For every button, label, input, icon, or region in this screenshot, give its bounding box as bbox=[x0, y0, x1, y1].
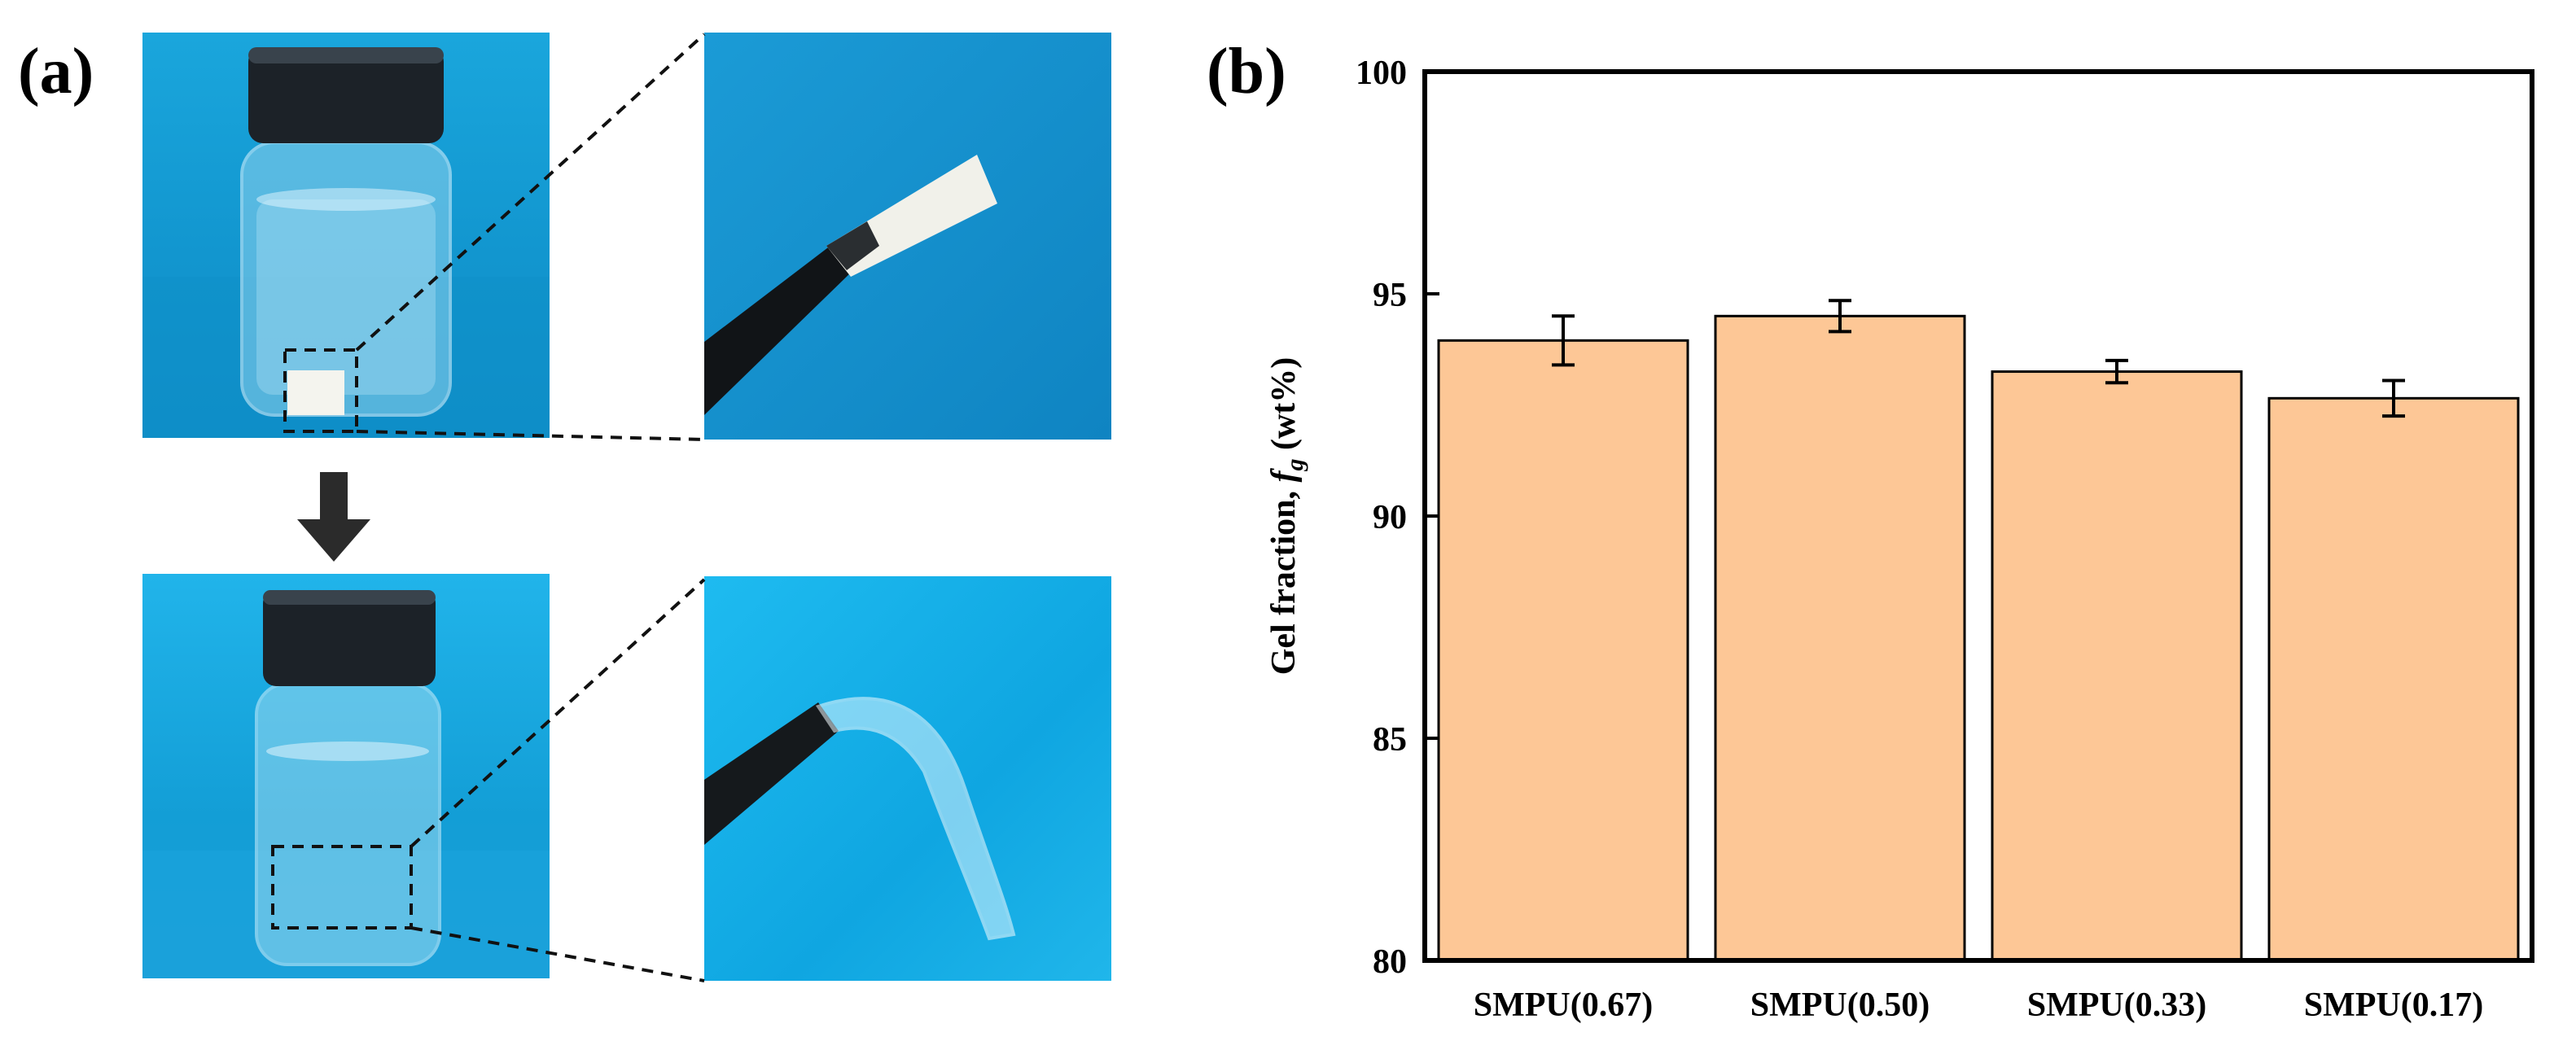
bar-2 bbox=[1714, 314, 1966, 962]
y-axis-label-symbol: f bbox=[1265, 468, 1303, 483]
bar-1 bbox=[1437, 339, 1689, 962]
panel-b-label: (b) bbox=[1207, 36, 1286, 107]
y-axis-label-subscript: g bbox=[1281, 459, 1308, 472]
x-tick-label-3: SMPU(0.33) bbox=[2027, 986, 2206, 1024]
x-tick-label-4: SMPU(0.17) bbox=[2304, 986, 2483, 1024]
y-tick-label-5: 100 bbox=[1356, 55, 1407, 92]
y-ticks-layer: 80 85 90 95 100 bbox=[1356, 55, 1439, 981]
error-bar-2 bbox=[1829, 299, 1851, 334]
error-bar-3 bbox=[2105, 358, 2128, 385]
y-axis-label-suffix: (wt%) bbox=[1265, 357, 1303, 459]
x-tick-label-2: SMPU(0.50) bbox=[1750, 986, 1930, 1024]
y-axis-label-prefix: Gel fraction, bbox=[1265, 483, 1303, 676]
errorbars-layer bbox=[1552, 299, 2405, 418]
photo-closeup-after bbox=[704, 576, 1111, 981]
bar-3 bbox=[1991, 370, 2243, 962]
bars-layer bbox=[1437, 314, 2520, 962]
x-ticks-layer: SMPU(0.67) SMPU(0.50) SMPU(0.33) SMPU(0.17) bbox=[1474, 986, 2483, 1024]
y-tick-label-3: 90 bbox=[1373, 499, 1407, 536]
y-axis-label: Gel fraction, fg (wt%) bbox=[1265, 357, 1308, 676]
error-bar-4 bbox=[2382, 378, 2405, 418]
photo-closeup-before bbox=[704, 33, 1111, 440]
bar-4 bbox=[2267, 396, 2520, 962]
x-tick-label-1: SMPU(0.67) bbox=[1474, 986, 1653, 1024]
y-tick-label-4: 95 bbox=[1373, 277, 1407, 314]
y-tick-label-1: 80 bbox=[1373, 943, 1407, 981]
error-bar-1 bbox=[1552, 314, 1575, 367]
y-tick-label-2: 85 bbox=[1373, 721, 1407, 759]
panel-a-label: (a) bbox=[18, 36, 94, 107]
